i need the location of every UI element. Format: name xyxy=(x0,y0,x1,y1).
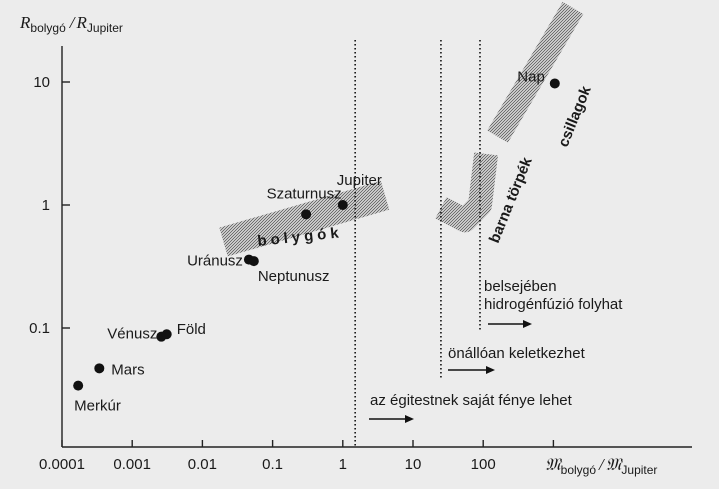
data-point-label: Jupiter xyxy=(337,172,382,189)
data-point-label: Vénusz xyxy=(107,326,157,343)
x-tick-label: 1 xyxy=(339,456,347,473)
data-point xyxy=(549,78,560,89)
y-tick-label: 10 xyxy=(33,74,50,91)
annotation-self-form: önállóan keletkezhet xyxy=(448,345,586,362)
x-tick-label: 0.1 xyxy=(262,456,283,473)
band-csillagok xyxy=(487,1,584,143)
arrow-fusion xyxy=(488,320,532,328)
x-tick-label: 100 xyxy=(471,456,496,473)
data-points: Merkúr Vénusz Föld Mars Uránusz Neptunusz Szat… xyxy=(73,68,560,415)
annotation-own-light: az égitestnek saját fénye lehet xyxy=(370,392,573,409)
y-ticks: 10 1 0.1 xyxy=(29,74,70,337)
data-point xyxy=(248,256,259,267)
data-point xyxy=(94,363,105,374)
y-tick-label: 0.1 xyxy=(29,320,50,337)
data-point xyxy=(301,209,312,220)
x-ticks: 0.0001 0.001 0.01 0.1 1 10 100 xyxy=(39,440,555,473)
y-axis-title: Rbolygó / RJupiter xyxy=(19,13,123,35)
data-point-label: Föld xyxy=(177,321,206,338)
annotation-fusion-line1: belsejében xyxy=(484,278,557,295)
data-point-label: Nap xyxy=(517,68,545,85)
band-label-stars: csillagok xyxy=(555,83,595,150)
data-point-label: Mars xyxy=(111,361,144,378)
data-point xyxy=(73,380,84,391)
data-point-label: Merkúr xyxy=(74,398,121,415)
data-point xyxy=(337,200,348,210)
threshold-lines xyxy=(354,40,481,447)
data-point-label: Uránusz xyxy=(187,253,243,270)
x-axis-title: 𝔐bolygó / 𝔐Jupiter xyxy=(545,455,657,477)
arrow-own-light xyxy=(369,415,414,423)
bands xyxy=(219,1,584,257)
data-point xyxy=(161,329,172,340)
arrow-self-form xyxy=(448,366,495,374)
data-point-label: Neptunusz xyxy=(258,268,330,285)
y-tick-label: 1 xyxy=(42,197,50,214)
x-tick-label: 10 xyxy=(405,456,422,473)
annotation-fusion-line2: hidrogénfúzió folyhat xyxy=(484,296,623,313)
x-tick-label: 0.001 xyxy=(113,456,151,473)
data-point-label: Szaturnusz xyxy=(267,185,342,202)
band-barna-törpék xyxy=(435,152,499,233)
x-tick-label: 0.0001 xyxy=(39,456,85,473)
x-tick-label: 0.01 xyxy=(188,456,217,473)
